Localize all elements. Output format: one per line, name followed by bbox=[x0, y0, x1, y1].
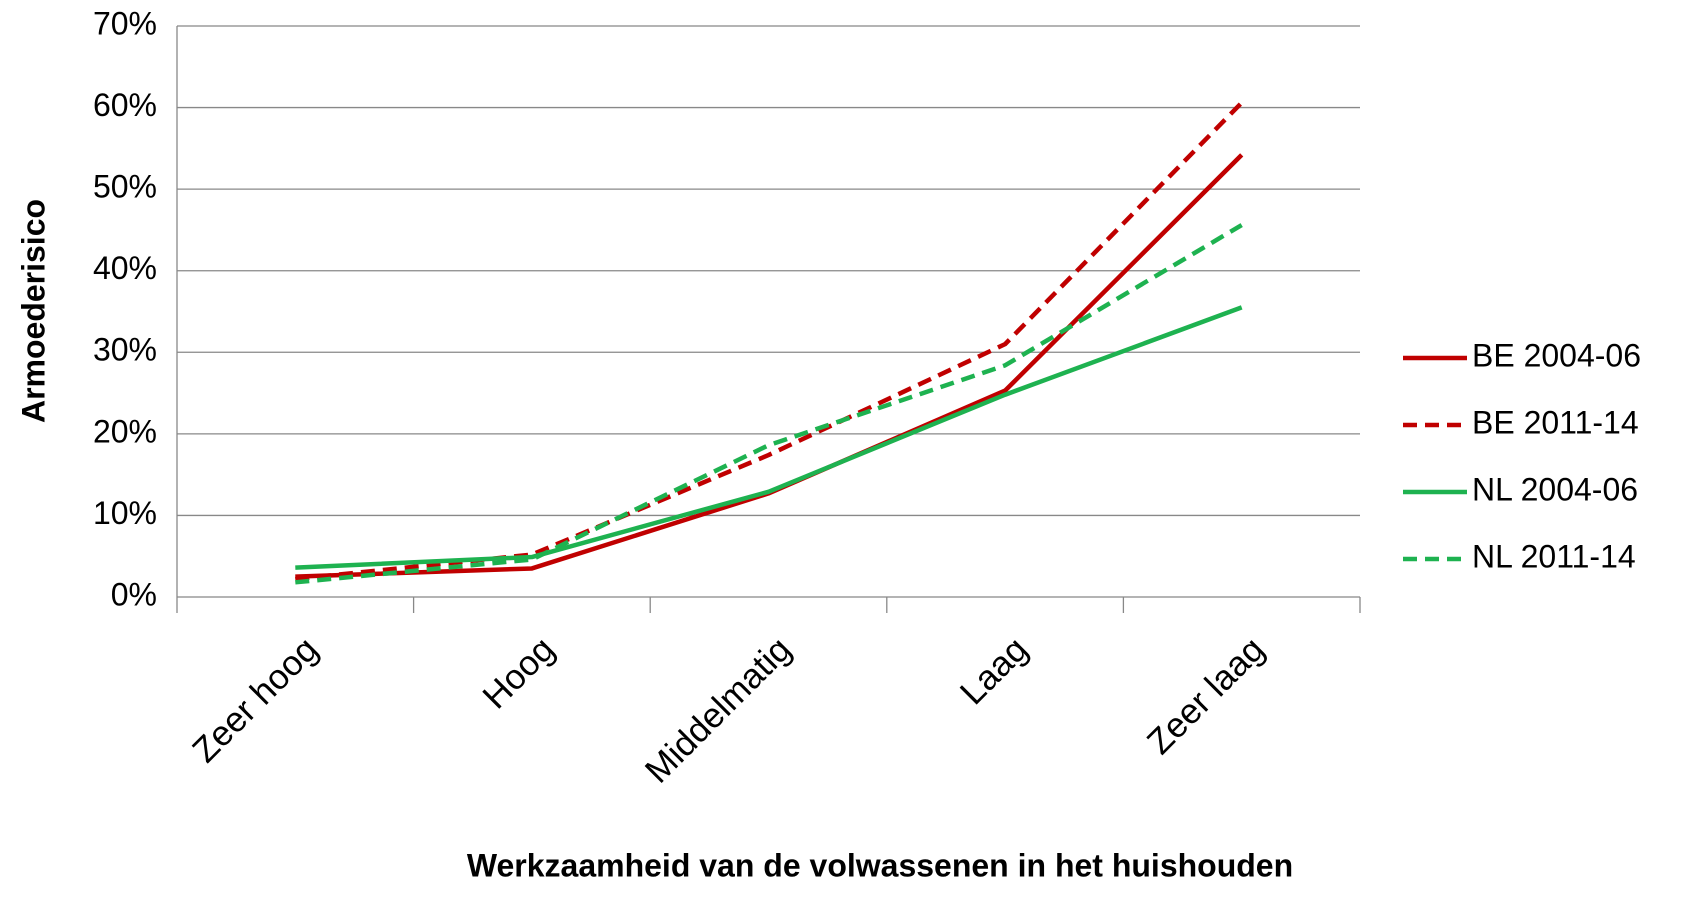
legend-label: BE 2004-06 bbox=[1472, 337, 1641, 373]
series-line bbox=[295, 223, 1243, 585]
x-tick-label: Zeer hoog bbox=[185, 630, 325, 770]
series-line bbox=[295, 153, 1244, 579]
y-tick-label: 50% bbox=[93, 169, 157, 205]
x-tick-label: Zeer laag bbox=[1140, 630, 1272, 762]
legend-label: BE 2011-14 bbox=[1472, 404, 1639, 440]
y-axis-title: Armoederisico bbox=[15, 199, 51, 423]
y-tick-label: 60% bbox=[93, 87, 157, 123]
x-tick-label: Hoog bbox=[475, 630, 562, 717]
legend-label: NL 2004-06 bbox=[1472, 471, 1638, 507]
legend-label: NL 2011-14 bbox=[1472, 538, 1636, 574]
series-line bbox=[295, 305, 1243, 570]
x-tick-label: Laag bbox=[953, 630, 1036, 713]
y-tick-label: 0% bbox=[111, 576, 157, 612]
x-tick-label: Middelmatig bbox=[638, 630, 799, 791]
y-tick-label: 10% bbox=[93, 495, 157, 531]
y-tick-label: 20% bbox=[93, 413, 157, 449]
y-tick-label: 40% bbox=[93, 250, 157, 286]
series-line bbox=[295, 101, 1244, 582]
x-axis-title: Werkzaamheid van de volwassenen in het h… bbox=[467, 847, 1293, 883]
y-tick-label: 70% bbox=[93, 5, 157, 41]
y-tick-label: 30% bbox=[93, 332, 157, 368]
